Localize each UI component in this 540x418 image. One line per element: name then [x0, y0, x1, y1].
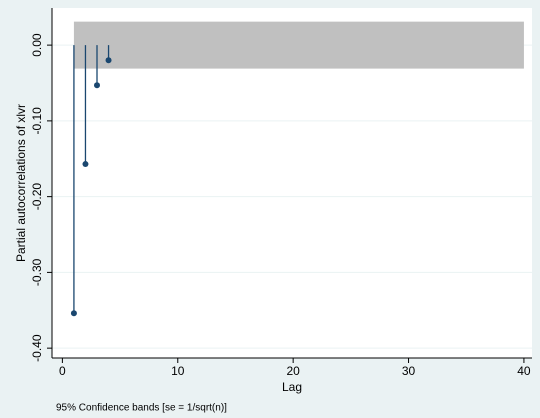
y-tick-label: -0.10: [30, 107, 44, 135]
x-axis-label: Lag: [282, 380, 302, 394]
y-tick-label: -0.40: [30, 334, 44, 362]
y-axis-label: Partial autocorrelations of xlvr: [14, 104, 28, 262]
x-tick-label: 30: [402, 364, 416, 378]
stem-marker: [94, 82, 100, 89]
y-tick-label: -0.20: [30, 183, 44, 211]
confidence-band: [73, 21, 524, 69]
x-tick-label: 40: [517, 364, 531, 378]
stem-marker: [70, 310, 77, 317]
stem-marker: [82, 161, 89, 168]
x-tick-label: 20: [286, 364, 300, 378]
x-tick-label: 10: [171, 364, 185, 378]
y-tick-label: -0.30: [30, 258, 44, 286]
stem-marker: [105, 57, 112, 64]
note: 95% Confidence bands [se = 1/sqrt(n)]: [56, 403, 227, 414]
x-tick-label: 0: [59, 364, 66, 378]
y-tick-label: 0.00: [30, 33, 44, 57]
